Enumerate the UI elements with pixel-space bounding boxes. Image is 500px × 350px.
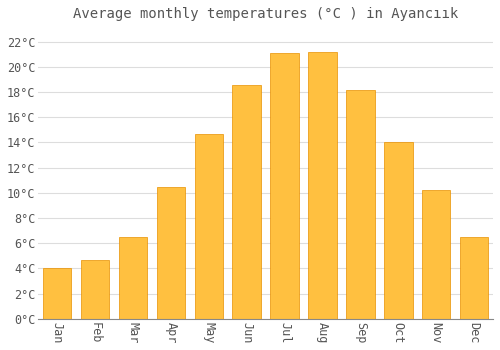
Bar (460, 237, 488, 319)
Bar (232, 84, 261, 319)
Bar (81, 260, 110, 319)
Bar (308, 52, 336, 319)
Bar (270, 53, 299, 319)
Bar (346, 90, 374, 319)
Bar (156, 187, 185, 319)
Bar (43, 268, 72, 319)
Bar (119, 237, 147, 319)
Bar (422, 190, 450, 319)
Title: Average monthly temperatures (°C ) in Ayancıık: Average monthly temperatures (°C ) in Ay… (73, 7, 458, 21)
Bar (194, 134, 223, 319)
Bar (384, 142, 412, 319)
